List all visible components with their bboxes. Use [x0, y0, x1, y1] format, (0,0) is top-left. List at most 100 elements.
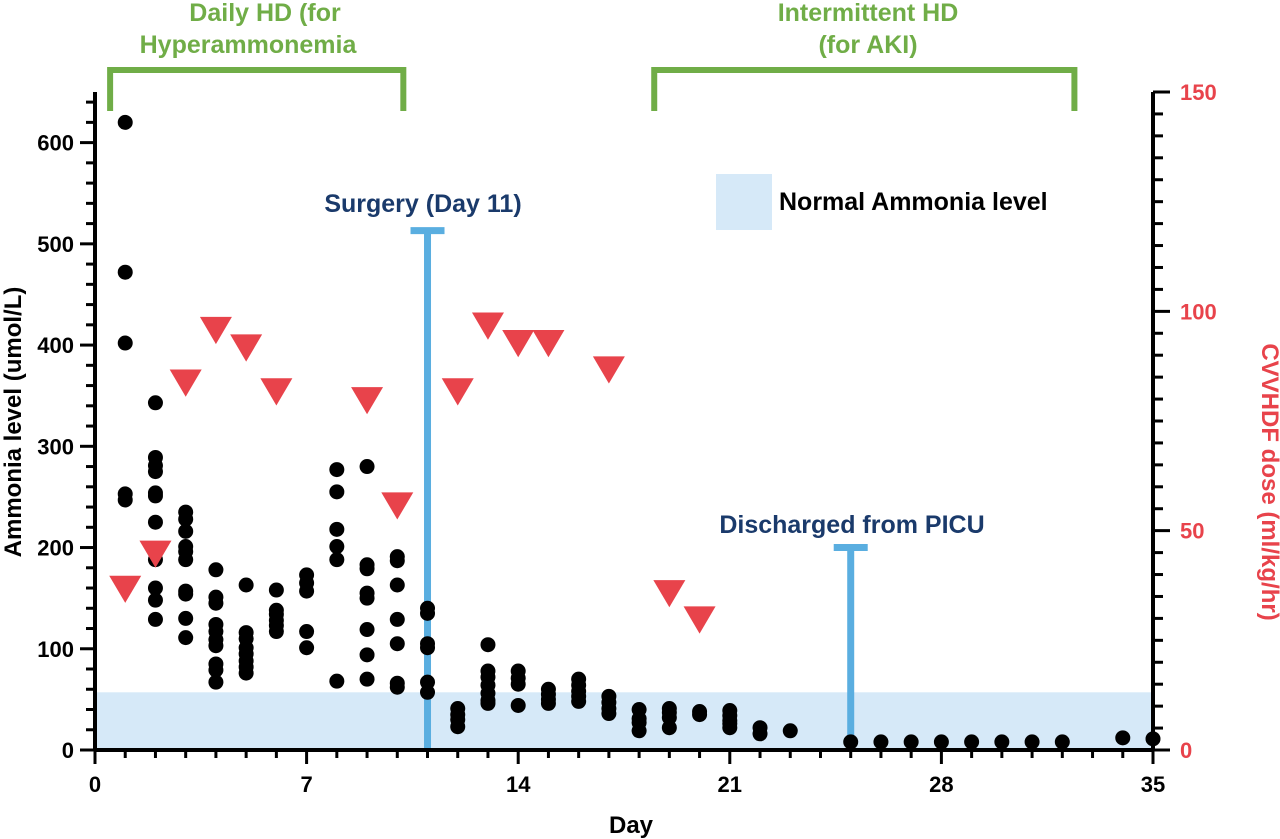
y-left-tick-label: 100	[37, 637, 74, 662]
ammonia-point	[329, 673, 345, 689]
ammonia-point	[329, 521, 345, 537]
ammonia-point	[903, 734, 919, 750]
ammonia-point	[420, 605, 436, 621]
ammonia-point	[1024, 734, 1040, 750]
ammonia-point	[208, 562, 224, 578]
ammonia-point	[359, 459, 375, 475]
cvvhdf-point	[169, 369, 202, 397]
ammonia-point	[752, 726, 768, 742]
ammonia-point	[238, 665, 254, 681]
x-tick-label: 28	[929, 772, 953, 797]
ammonia-point	[359, 647, 375, 663]
y-axis-right-title: CVVHDF dose (ml/kg/hr)	[1256, 343, 1280, 620]
cvvhdf-point	[441, 378, 474, 406]
ammonia-point	[329, 539, 345, 555]
ammonia-point	[480, 695, 496, 711]
cvvhdf-point	[109, 575, 142, 603]
cvvhdf-point	[653, 580, 686, 608]
ammonia-point	[631, 723, 647, 739]
ammonia-point	[147, 580, 163, 596]
ammonia-point	[208, 674, 224, 690]
ammonia-point	[359, 590, 375, 606]
ammonia-point	[147, 395, 163, 411]
ammonia-point	[329, 484, 345, 500]
y-left-tick-label: 0	[62, 738, 74, 763]
ammonia-point	[389, 577, 405, 593]
ammonia-point	[389, 553, 405, 569]
ammonia-point	[117, 264, 133, 280]
x-tick-label: 21	[718, 772, 742, 797]
y-left-tick-label: 500	[37, 232, 74, 257]
ammonia-point	[359, 561, 375, 577]
ammonia-point	[843, 734, 859, 750]
ammonia-point	[117, 335, 133, 351]
cvvhdf-point	[199, 316, 232, 345]
ammonia-point	[208, 638, 224, 654]
ammonia-point	[510, 697, 526, 713]
y-right-tick-label: 100	[1180, 299, 1217, 324]
ammonia-point	[782, 723, 798, 739]
ammonia-point	[329, 462, 345, 478]
cvvhdf-point	[260, 378, 293, 406]
ammonia-point	[1115, 730, 1131, 746]
ammonia-point	[722, 720, 738, 736]
cvvhdf-point	[230, 334, 263, 362]
ammonia-point	[389, 636, 405, 652]
ammonia-point	[117, 114, 133, 130]
ammonia-point	[147, 514, 163, 530]
x-axis-title: Day	[609, 812, 654, 839]
y-right-tick-label: 0	[1180, 738, 1192, 763]
period-label-intermittent-hd-line2: (for AKI)	[818, 31, 917, 59]
ammonia-point	[571, 693, 587, 709]
ammonia-points	[117, 114, 1161, 750]
ammonia-point	[178, 523, 194, 539]
ammonia-point	[964, 734, 980, 750]
ammonia-point	[117, 492, 133, 508]
cvvhdf-point	[351, 387, 384, 415]
ammonia-point	[238, 577, 254, 593]
x-tick-label: 0	[89, 772, 101, 797]
period-label-intermittent-hd-line1: Intermittent HD	[778, 0, 959, 27]
cvvhdf-point	[139, 540, 172, 568]
y-left-tick-label: 200	[37, 536, 74, 561]
cvvhdf-point	[683, 606, 716, 634]
ammonia-point	[1054, 734, 1070, 750]
ammonia-point	[389, 611, 405, 627]
ammonia-point	[147, 488, 163, 504]
cvvhdf-point	[381, 492, 414, 520]
event-label-discharge: Discharged from PICU	[719, 511, 984, 539]
cvvhdf-point	[532, 330, 565, 358]
ammonia-point	[994, 734, 1010, 750]
ammonia-point	[178, 586, 194, 602]
period-bracket-daily-hd	[107, 67, 407, 111]
ammonia-point	[480, 637, 496, 653]
ammonia-point	[933, 734, 949, 750]
ammonia-point	[178, 630, 194, 646]
ammonia-point	[178, 552, 194, 568]
x-tick-label: 14	[506, 772, 531, 797]
ammonia-point	[420, 684, 436, 700]
cvvhdf-points	[109, 312, 716, 634]
normal-ammonia-band	[95, 692, 1153, 750]
event-label-surgery: Surgery (Day 11)	[324, 190, 521, 218]
axes	[80, 90, 1170, 764]
legend-swatch	[716, 174, 772, 230]
ammonia-point	[299, 583, 315, 599]
ammonia-point	[299, 624, 315, 640]
ammonia-point	[359, 671, 375, 687]
ammonia-point	[873, 734, 889, 750]
ammonia-point	[268, 582, 284, 598]
ammonia-point	[540, 695, 556, 711]
ammonia-point	[268, 624, 284, 640]
ammonia-point	[178, 511, 194, 527]
tick-labels: 0 7 14 21 28 35 0 100 200 300 400 500 600 0 50 100 150	[37, 80, 1216, 797]
ammonia-point	[450, 719, 466, 735]
ammonia-point	[692, 707, 708, 723]
y-left-tick-label: 300	[37, 434, 74, 459]
ammonia-point	[208, 595, 224, 611]
ammonia-point	[208, 662, 224, 678]
y-left-tick-label: 400	[37, 333, 74, 358]
event-markers	[410, 227, 868, 750]
legend-label: Normal Ammonia level	[779, 188, 1048, 216]
